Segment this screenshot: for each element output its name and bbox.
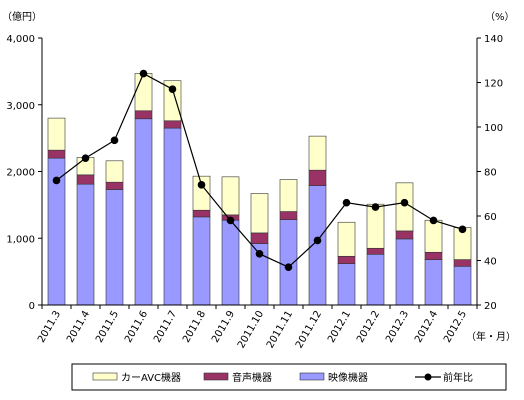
legend: カーAVC機器 音声機器 映像機器 前年比 bbox=[71, 363, 507, 391]
line-point-2011.3 bbox=[52, 176, 61, 185]
x-axis-unit-label: （年・月） bbox=[466, 330, 516, 343]
bar-3-2011.6 bbox=[134, 73, 153, 112]
left-tick-label: 2,000 bbox=[6, 168, 35, 179]
bar-2-2012.4 bbox=[424, 251, 443, 260]
bar-1-2011.8 bbox=[192, 216, 211, 306]
left-tick-label: 0 bbox=[29, 301, 35, 312]
x-tick-label: 2011.9 bbox=[210, 309, 237, 345]
line-point-2011.7 bbox=[168, 85, 177, 93]
bar-3-2011.9 bbox=[221, 176, 240, 216]
x-tick-label: 2012.4 bbox=[413, 309, 440, 345]
left-tick-label: 4,000 bbox=[6, 34, 35, 45]
left-axis-unit-label: （億円） bbox=[2, 10, 42, 23]
right-tick-label: 80 bbox=[484, 168, 497, 179]
bar-3-2011.12 bbox=[308, 135, 327, 171]
line-point-2011.4 bbox=[81, 154, 90, 162]
legend-swatch-3 bbox=[299, 372, 325, 381]
bar-1-2012.1 bbox=[337, 263, 356, 306]
right-tick-label: 140 bbox=[484, 34, 503, 45]
bar-2-2011.12 bbox=[308, 169, 327, 186]
line-point-2012.3 bbox=[400, 198, 409, 207]
legend-swatch-1 bbox=[92, 372, 118, 381]
x-tick-label: 2011.6 bbox=[123, 309, 150, 345]
x-tick-label: 2011.4 bbox=[65, 309, 92, 345]
bar-2-2011.11 bbox=[279, 211, 298, 220]
bar-3-2012.4 bbox=[424, 219, 443, 253]
line-point-2011.6 bbox=[139, 69, 148, 78]
bar-1-2012.3 bbox=[395, 238, 414, 306]
bar-3-2011.5 bbox=[105, 160, 124, 183]
bar-3-2011.11 bbox=[279, 179, 298, 212]
bar-2-2011.3 bbox=[47, 149, 66, 159]
right-tick-label: 100 bbox=[484, 123, 503, 134]
bar-1-2011.7 bbox=[163, 127, 182, 306]
right-tick-label: 40 bbox=[484, 257, 497, 268]
bar-1-2011.4 bbox=[76, 183, 95, 306]
x-tick-label: 2012.1 bbox=[326, 309, 353, 345]
bar-3-2012.3 bbox=[395, 182, 414, 232]
bar-2-2012.3 bbox=[395, 230, 414, 240]
line-point-2012.5 bbox=[458, 225, 467, 234]
bar-2-2012.1 bbox=[337, 255, 356, 264]
bar-3-2012.1 bbox=[337, 221, 356, 257]
bar-2-2011.5 bbox=[105, 181, 124, 190]
line-point-2012.2 bbox=[371, 203, 380, 211]
bar-2-2011.8 bbox=[192, 209, 211, 218]
bar-2-2012.2 bbox=[366, 247, 385, 255]
x-tick-label: 2012.2 bbox=[355, 309, 382, 345]
right-tick-label: 120 bbox=[484, 79, 503, 90]
line-point-2011.8 bbox=[197, 181, 206, 189]
legend-label-3: 映像機器 bbox=[328, 371, 368, 384]
right-tick-label: 20 bbox=[484, 301, 497, 312]
legend-label-2: 音声機器 bbox=[232, 371, 272, 384]
bar-2-2011.10 bbox=[250, 232, 269, 244]
legend-marker bbox=[424, 373, 432, 381]
right-axis-unit-label: （%） bbox=[485, 11, 515, 23]
x-tick-label: 2011.8 bbox=[181, 309, 208, 345]
left-tick-label: 1,000 bbox=[6, 234, 35, 245]
bar-1-2011.9 bbox=[221, 219, 240, 306]
bar-2-2011.6 bbox=[134, 110, 153, 120]
line-point-2012.1 bbox=[342, 198, 351, 207]
legend-swatch-2 bbox=[203, 372, 229, 381]
line-point-2011.12 bbox=[313, 236, 322, 245]
line-point-2012.4 bbox=[429, 216, 438, 225]
bar-1-2012.4 bbox=[424, 259, 443, 306]
bar-1-2012.2 bbox=[366, 253, 385, 306]
x-tick-label: 2011.7 bbox=[152, 309, 179, 345]
x-tick-label: 2011.3 bbox=[36, 309, 63, 345]
bar-2-2011.4 bbox=[76, 174, 95, 185]
bar-3-2011.10 bbox=[250, 193, 269, 234]
legend-label-4: 前年比 bbox=[443, 371, 473, 384]
x-tick-label: 2012.3 bbox=[384, 309, 411, 345]
bar-3-2011.8 bbox=[192, 175, 211, 211]
x-tick-label: 2011.12 bbox=[294, 309, 324, 350]
bar-2-2012.5 bbox=[453, 259, 472, 267]
left-tick-label: 3,000 bbox=[6, 101, 35, 112]
x-tick-label: 2011.5 bbox=[94, 309, 121, 345]
line-point-2011.11 bbox=[284, 263, 293, 271]
legend-label-1: カーAVC機器 bbox=[121, 371, 181, 384]
bar-2-2011.7 bbox=[163, 120, 182, 129]
line-point-2011.9 bbox=[226, 216, 235, 225]
line-point-2011.5 bbox=[110, 136, 119, 145]
plot-area: 0 1,000 2,000 3,000 4,000 20 40 60 80 100 120 140 20… bbox=[6, 34, 503, 350]
bar-1-2011.5 bbox=[105, 189, 124, 306]
x-tick-label: 2011.10 bbox=[236, 309, 266, 350]
bar-3-2011.3 bbox=[47, 117, 66, 151]
bar-1-2011.6 bbox=[134, 118, 153, 306]
x-tick-label: 2011.11 bbox=[265, 309, 295, 350]
bar-1-2012.5 bbox=[453, 265, 472, 306]
line-point-2011.10 bbox=[255, 250, 264, 258]
right-tick-label: 60 bbox=[484, 212, 497, 223]
bar-3-2011.7 bbox=[163, 80, 182, 122]
